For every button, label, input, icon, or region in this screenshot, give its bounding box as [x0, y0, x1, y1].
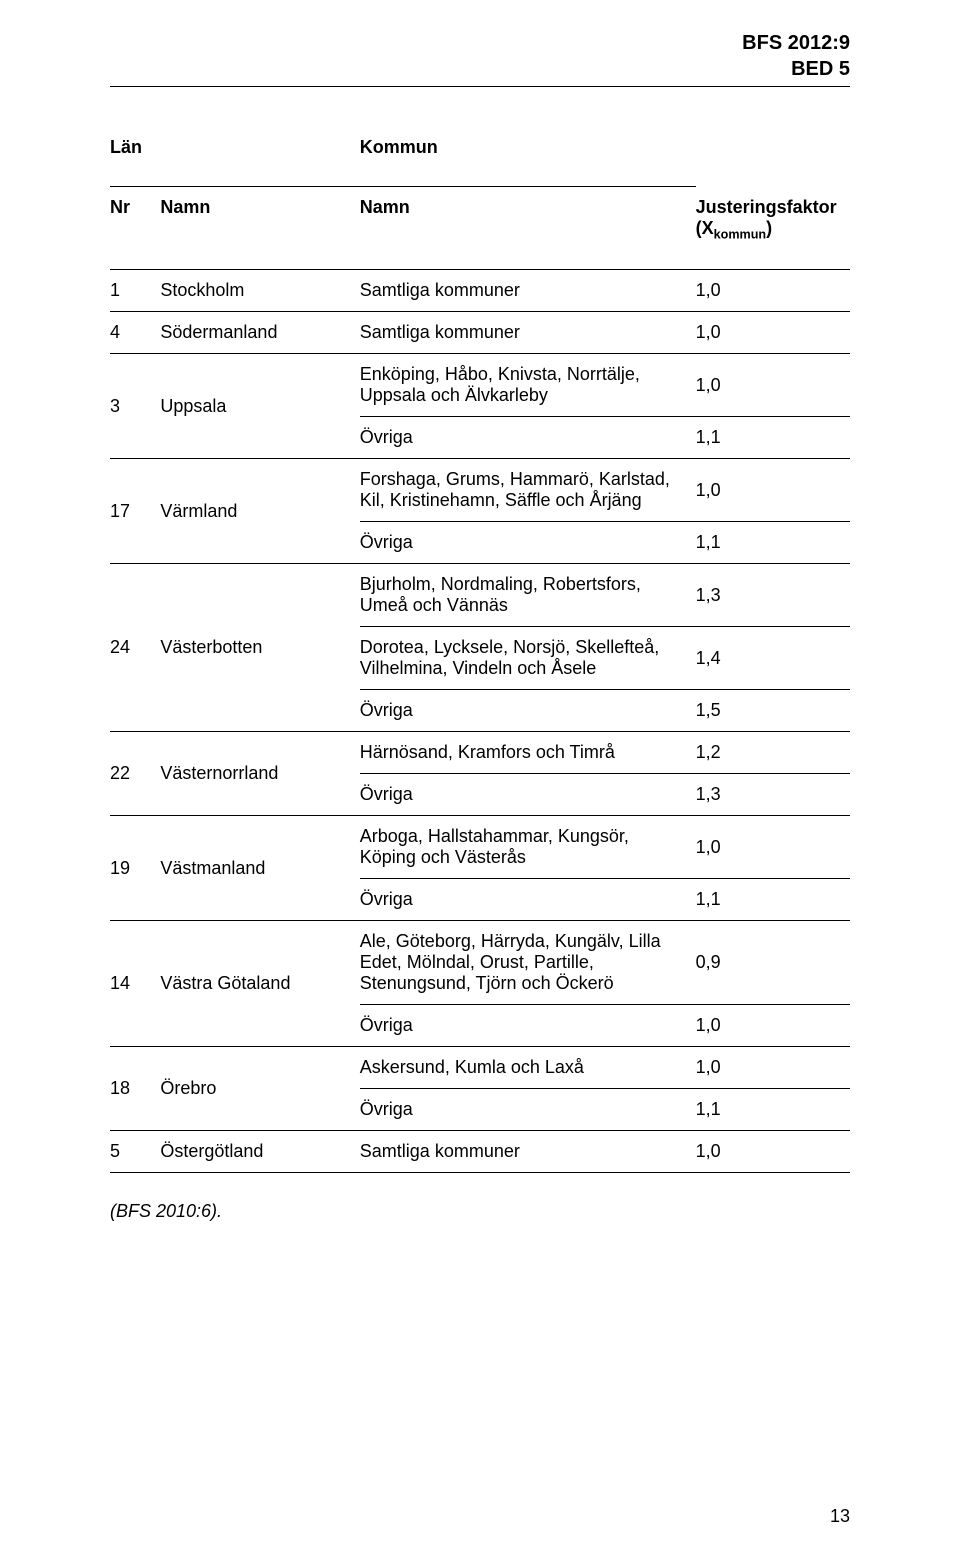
cell-nr: 3	[110, 354, 160, 459]
cell-kommun: Arboga, Hallstahammar, Kungsör, Köping o…	[360, 816, 696, 879]
cell-kommun: Samtliga kommuner	[360, 270, 696, 312]
col-header-nr: Nr	[110, 187, 160, 270]
cell-faktor: 1,0	[696, 270, 850, 312]
table-row: 14Västra GötalandAle, Göteborg, Härryda,…	[110, 921, 850, 1005]
cell-faktor: 1,1	[696, 417, 850, 459]
cell-nr: 14	[110, 921, 160, 1047]
table-row: 18ÖrebroAskersund, Kumla och Laxå1,0	[110, 1047, 850, 1089]
page-number: 13	[830, 1506, 850, 1527]
col-header-faktor-paren-open: (X	[696, 218, 714, 238]
cell-lan: Örebro	[160, 1047, 359, 1131]
cell-faktor: 1,0	[696, 1005, 850, 1047]
cell-lan: Västerbotten	[160, 564, 359, 732]
cell-lan: Östergötland	[160, 1131, 359, 1173]
cell-kommun: Övriga	[360, 1005, 696, 1047]
col-header-faktor-subscript: kommun	[714, 227, 766, 241]
cell-faktor: 1,0	[696, 1131, 850, 1173]
table-row: 4SödermanlandSamtliga kommuner1,0	[110, 312, 850, 354]
cell-nr: 1	[110, 270, 160, 312]
cell-nr: 24	[110, 564, 160, 732]
cell-kommun: Bjurholm, Nordmaling, Robertsfors, Umeå …	[360, 564, 696, 627]
cell-faktor: 0,9	[696, 921, 850, 1005]
cell-kommun: Samtliga kommuner	[360, 312, 696, 354]
cell-lan: Stockholm	[160, 270, 359, 312]
cell-kommun: Övriga	[360, 417, 696, 459]
document-header: BFS 2012:9 BED 5	[110, 30, 850, 82]
cell-faktor: 1,0	[696, 354, 850, 417]
cell-kommun: Övriga	[360, 879, 696, 921]
cell-kommun: Övriga	[360, 690, 696, 732]
cell-lan: Västmanland	[160, 816, 359, 921]
cell-faktor: 1,2	[696, 732, 850, 774]
cell-kommun: Övriga	[360, 1089, 696, 1131]
table-row: 17VärmlandForshaga, Grums, Hammarö, Karl…	[110, 459, 850, 522]
cell-faktor: 1,5	[696, 690, 850, 732]
cell-faktor: 1,3	[696, 564, 850, 627]
cell-faktor: 1,1	[696, 879, 850, 921]
cell-lan: Uppsala	[160, 354, 359, 459]
cell-faktor: 1,1	[696, 522, 850, 564]
col-header-namn-kommun: Namn	[360, 187, 696, 270]
header-rule	[110, 86, 850, 87]
table-row: 1StockholmSamtliga kommuner1,0	[110, 270, 850, 312]
table-row: 3UppsalaEnköping, Håbo, Knivsta, Norrtäl…	[110, 354, 850, 417]
cell-kommun: Övriga	[360, 522, 696, 564]
col-header-namn-lan: Namn	[160, 187, 359, 270]
col-header-faktor-paren-close: )	[766, 218, 772, 238]
cell-faktor: 1,4	[696, 627, 850, 690]
table-body: 1StockholmSamtliga kommuner1,04Södermanl…	[110, 270, 850, 1173]
justeringsfaktor-table: Län Kommun Nr Namn Namn Justeringsfaktor…	[110, 127, 850, 1173]
group-header-spacer	[696, 127, 850, 187]
cell-kommun: Ale, Göteborg, Härryda, Kungälv, Lilla E…	[360, 921, 696, 1005]
cell-faktor: 1,3	[696, 774, 850, 816]
cell-faktor: 1,0	[696, 1047, 850, 1089]
table-row: 22VästernorrlandHärnösand, Kramfors och …	[110, 732, 850, 774]
cell-kommun: Härnösand, Kramfors och Timrå	[360, 732, 696, 774]
cell-nr: 4	[110, 312, 160, 354]
col-header-faktor-word: Justeringsfaktor	[696, 197, 837, 217]
cell-lan: Värmland	[160, 459, 359, 564]
cell-nr: 22	[110, 732, 160, 816]
cell-faktor: 1,0	[696, 816, 850, 879]
cell-faktor: 1,0	[696, 312, 850, 354]
cell-nr: 5	[110, 1131, 160, 1173]
cell-kommun: Dorotea, Lycksele, Norsjö, Skellefteå, V…	[360, 627, 696, 690]
cell-nr: 18	[110, 1047, 160, 1131]
cell-nr: 19	[110, 816, 160, 921]
cell-lan: Västra Götaland	[160, 921, 359, 1047]
cell-faktor: 1,1	[696, 1089, 850, 1131]
table-row: 24VästerbottenBjurholm, Nordmaling, Robe…	[110, 564, 850, 627]
table-row: 5ÖstergötlandSamtliga kommuner1,0	[110, 1131, 850, 1173]
cell-kommun: Enköping, Håbo, Knivsta, Norrtälje, Upps…	[360, 354, 696, 417]
group-header-lan: Län	[110, 127, 360, 187]
cell-faktor: 1,0	[696, 459, 850, 522]
cell-kommun: Övriga	[360, 774, 696, 816]
cell-kommun: Askersund, Kumla och Laxå	[360, 1047, 696, 1089]
header-line-1: BFS 2012:9	[742, 32, 850, 54]
cell-kommun: Samtliga kommuner	[360, 1131, 696, 1173]
citation: (BFS 2010:6).	[110, 1201, 850, 1222]
header-line-2: BED 5	[791, 58, 850, 80]
cell-lan: Södermanland	[160, 312, 359, 354]
cell-lan: Västernorrland	[160, 732, 359, 816]
col-header-faktor: Justeringsfaktor (Xkommun)	[696, 187, 850, 270]
table-row: 19VästmanlandArboga, Hallstahammar, Kung…	[110, 816, 850, 879]
cell-nr: 17	[110, 459, 160, 564]
group-header-kommun: Kommun	[360, 127, 696, 187]
cell-kommun: Forshaga, Grums, Hammarö, Karlstad, Kil,…	[360, 459, 696, 522]
